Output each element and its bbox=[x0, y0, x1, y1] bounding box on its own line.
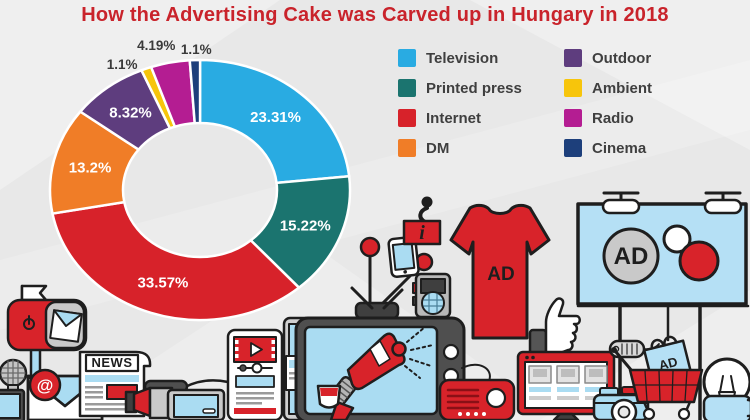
legend-item-cinema: Cinema bbox=[564, 139, 652, 157]
slice-label-dm: 13.2% bbox=[69, 159, 112, 176]
legend-label: Television bbox=[426, 49, 499, 67]
tshirt-icon: AD bbox=[449, 203, 551, 340]
legend-label: Cinema bbox=[592, 139, 647, 157]
lightbulb-icon bbox=[702, 357, 750, 420]
handheld-radio-icon bbox=[412, 272, 452, 319]
slice-label-internet: 33.57% bbox=[138, 275, 189, 292]
receipt-printer-icon bbox=[316, 384, 342, 409]
legend-item-television: Television bbox=[398, 49, 536, 67]
legend-swatch-outdoor bbox=[564, 49, 582, 67]
legend-swatch-dm bbox=[398, 139, 416, 157]
info-sign-label: i bbox=[419, 222, 425, 244]
legend-swatch-printed-press bbox=[398, 79, 416, 97]
legend-swatch-cinema bbox=[564, 139, 582, 157]
shopping-cart-icon bbox=[611, 347, 704, 420]
legend-item-outdoor: Outdoor bbox=[564, 49, 652, 67]
slice-label-radio: 4.19% bbox=[137, 38, 175, 53]
pie-slice-television bbox=[198, 58, 351, 185]
billboard-icon: AD bbox=[576, 191, 750, 420]
video-camera-icon bbox=[124, 379, 230, 420]
billboard-ad-label: AD bbox=[614, 243, 649, 270]
slice-label-ambient: 1.1% bbox=[107, 57, 138, 72]
laptop-icon bbox=[0, 388, 26, 420]
browser-monitor-icon bbox=[516, 350, 616, 420]
slice-label-television: 23.31% bbox=[250, 109, 301, 126]
legend-item-radio: Radio bbox=[564, 109, 652, 127]
legend-item-ambient: Ambient bbox=[564, 79, 652, 97]
legend-item-internet: Internet bbox=[398, 109, 536, 127]
radio-speaker-icon bbox=[438, 363, 516, 420]
pie-slice-cinema bbox=[188, 58, 202, 125]
newspaper-headline: NEWS bbox=[92, 355, 133, 370]
bag-ad-label: AD bbox=[657, 354, 679, 373]
tshirt-ad-label: AD bbox=[487, 264, 514, 285]
slice-label-outdoor: 8.32% bbox=[109, 105, 152, 122]
legend-swatch-internet bbox=[398, 109, 416, 127]
legend-swatch-radio bbox=[564, 109, 582, 127]
tablet-video-icon bbox=[226, 328, 284, 420]
thumbs-up-icon bbox=[528, 297, 581, 359]
legend-label: Radio bbox=[592, 109, 634, 127]
page-title: How the Advertising Cake was Carved up i… bbox=[81, 4, 669, 26]
legend-label: Internet bbox=[426, 109, 482, 127]
chart-legend: Television Printed press Internet DM Outdoor… bbox=[398, 49, 652, 169]
smartphone-icon bbox=[387, 235, 420, 279]
legend-swatch-ambient bbox=[564, 79, 582, 97]
legend-label: Printed press bbox=[426, 79, 522, 97]
legend-label: Ambient bbox=[592, 79, 652, 97]
legend-item-dm: DM bbox=[398, 139, 536, 157]
slice-label-printed-press: 15.22% bbox=[280, 218, 331, 235]
legend-swatch-television bbox=[398, 49, 416, 67]
camera-icon bbox=[592, 386, 650, 420]
pie-slice-internet bbox=[50, 200, 301, 322]
at-symbol: @ bbox=[37, 376, 54, 395]
megaphone-icon bbox=[328, 326, 434, 420]
slice-label-cinema: 1.1% bbox=[181, 42, 212, 57]
legend-label: DM bbox=[426, 139, 450, 157]
info-sign-icon: i bbox=[402, 196, 442, 246]
legend-label: Outdoor bbox=[592, 49, 652, 67]
legend-item-printed-press: Printed press bbox=[398, 79, 536, 97]
